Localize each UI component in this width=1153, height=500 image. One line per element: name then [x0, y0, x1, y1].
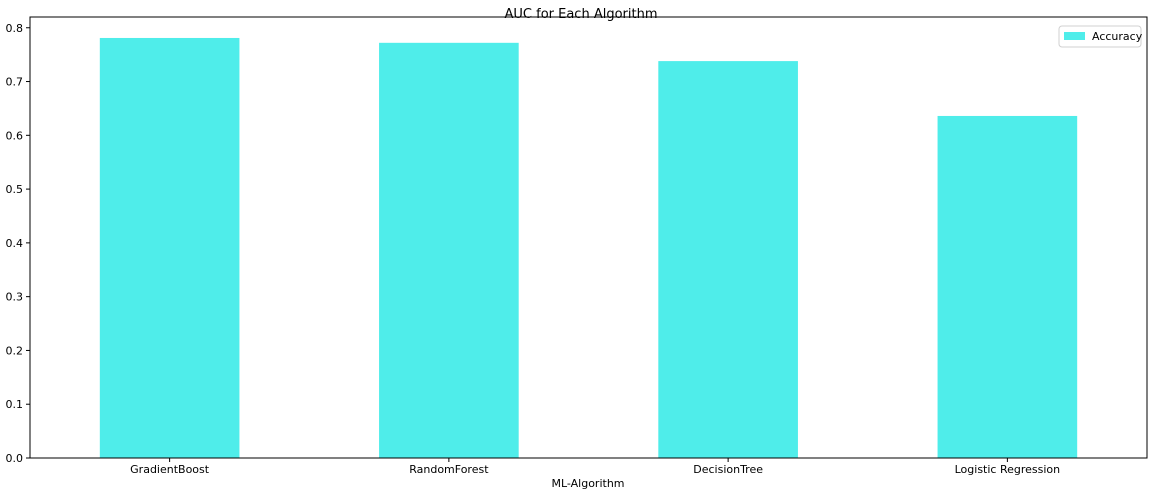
x-tick-label: Logistic Regression	[955, 463, 1061, 476]
x-tick-label: DecisionTree	[693, 463, 763, 476]
x-tick-label: GradientBoost	[130, 463, 210, 476]
y-tick-label: 0.3	[6, 291, 24, 304]
bar	[379, 42, 519, 459]
y-tick-label: 0.7	[6, 76, 24, 89]
y-tick-label: 0.4	[6, 237, 24, 250]
y-axis: 0.0 0.1 0.2 0.3 0.4 0.5 0.6 0.7 0.8	[6, 22, 30, 465]
chart-title: AUC for Each Algorithm	[505, 7, 658, 22]
legend-swatch	[1064, 32, 1085, 40]
x-tick-label: RandomForest	[409, 463, 489, 476]
x-axis: GradientBoost RandomForest DecisionTree Log…	[130, 458, 1060, 476]
y-tick-label: 0.8	[6, 22, 24, 35]
bar	[937, 115, 1078, 459]
y-tick-label: 0.6	[6, 129, 24, 142]
legend: Accuracy	[1058, 25, 1143, 48]
plot-frame	[29, 16, 1148, 459]
y-tick-label: 0.2	[6, 344, 24, 357]
legend-frame	[1058, 25, 1142, 48]
legend-label: Accuracy	[1092, 30, 1143, 43]
bar	[658, 61, 798, 458]
y-tick-label: 0.1	[6, 398, 24, 411]
bar	[99, 37, 240, 458]
bars-layer	[99, 37, 1078, 459]
y-tick-label: 0.0	[6, 452, 24, 465]
x-axis-label: ML-Algorithm	[551, 477, 624, 490]
y-tick-label: 0.5	[6, 183, 24, 196]
